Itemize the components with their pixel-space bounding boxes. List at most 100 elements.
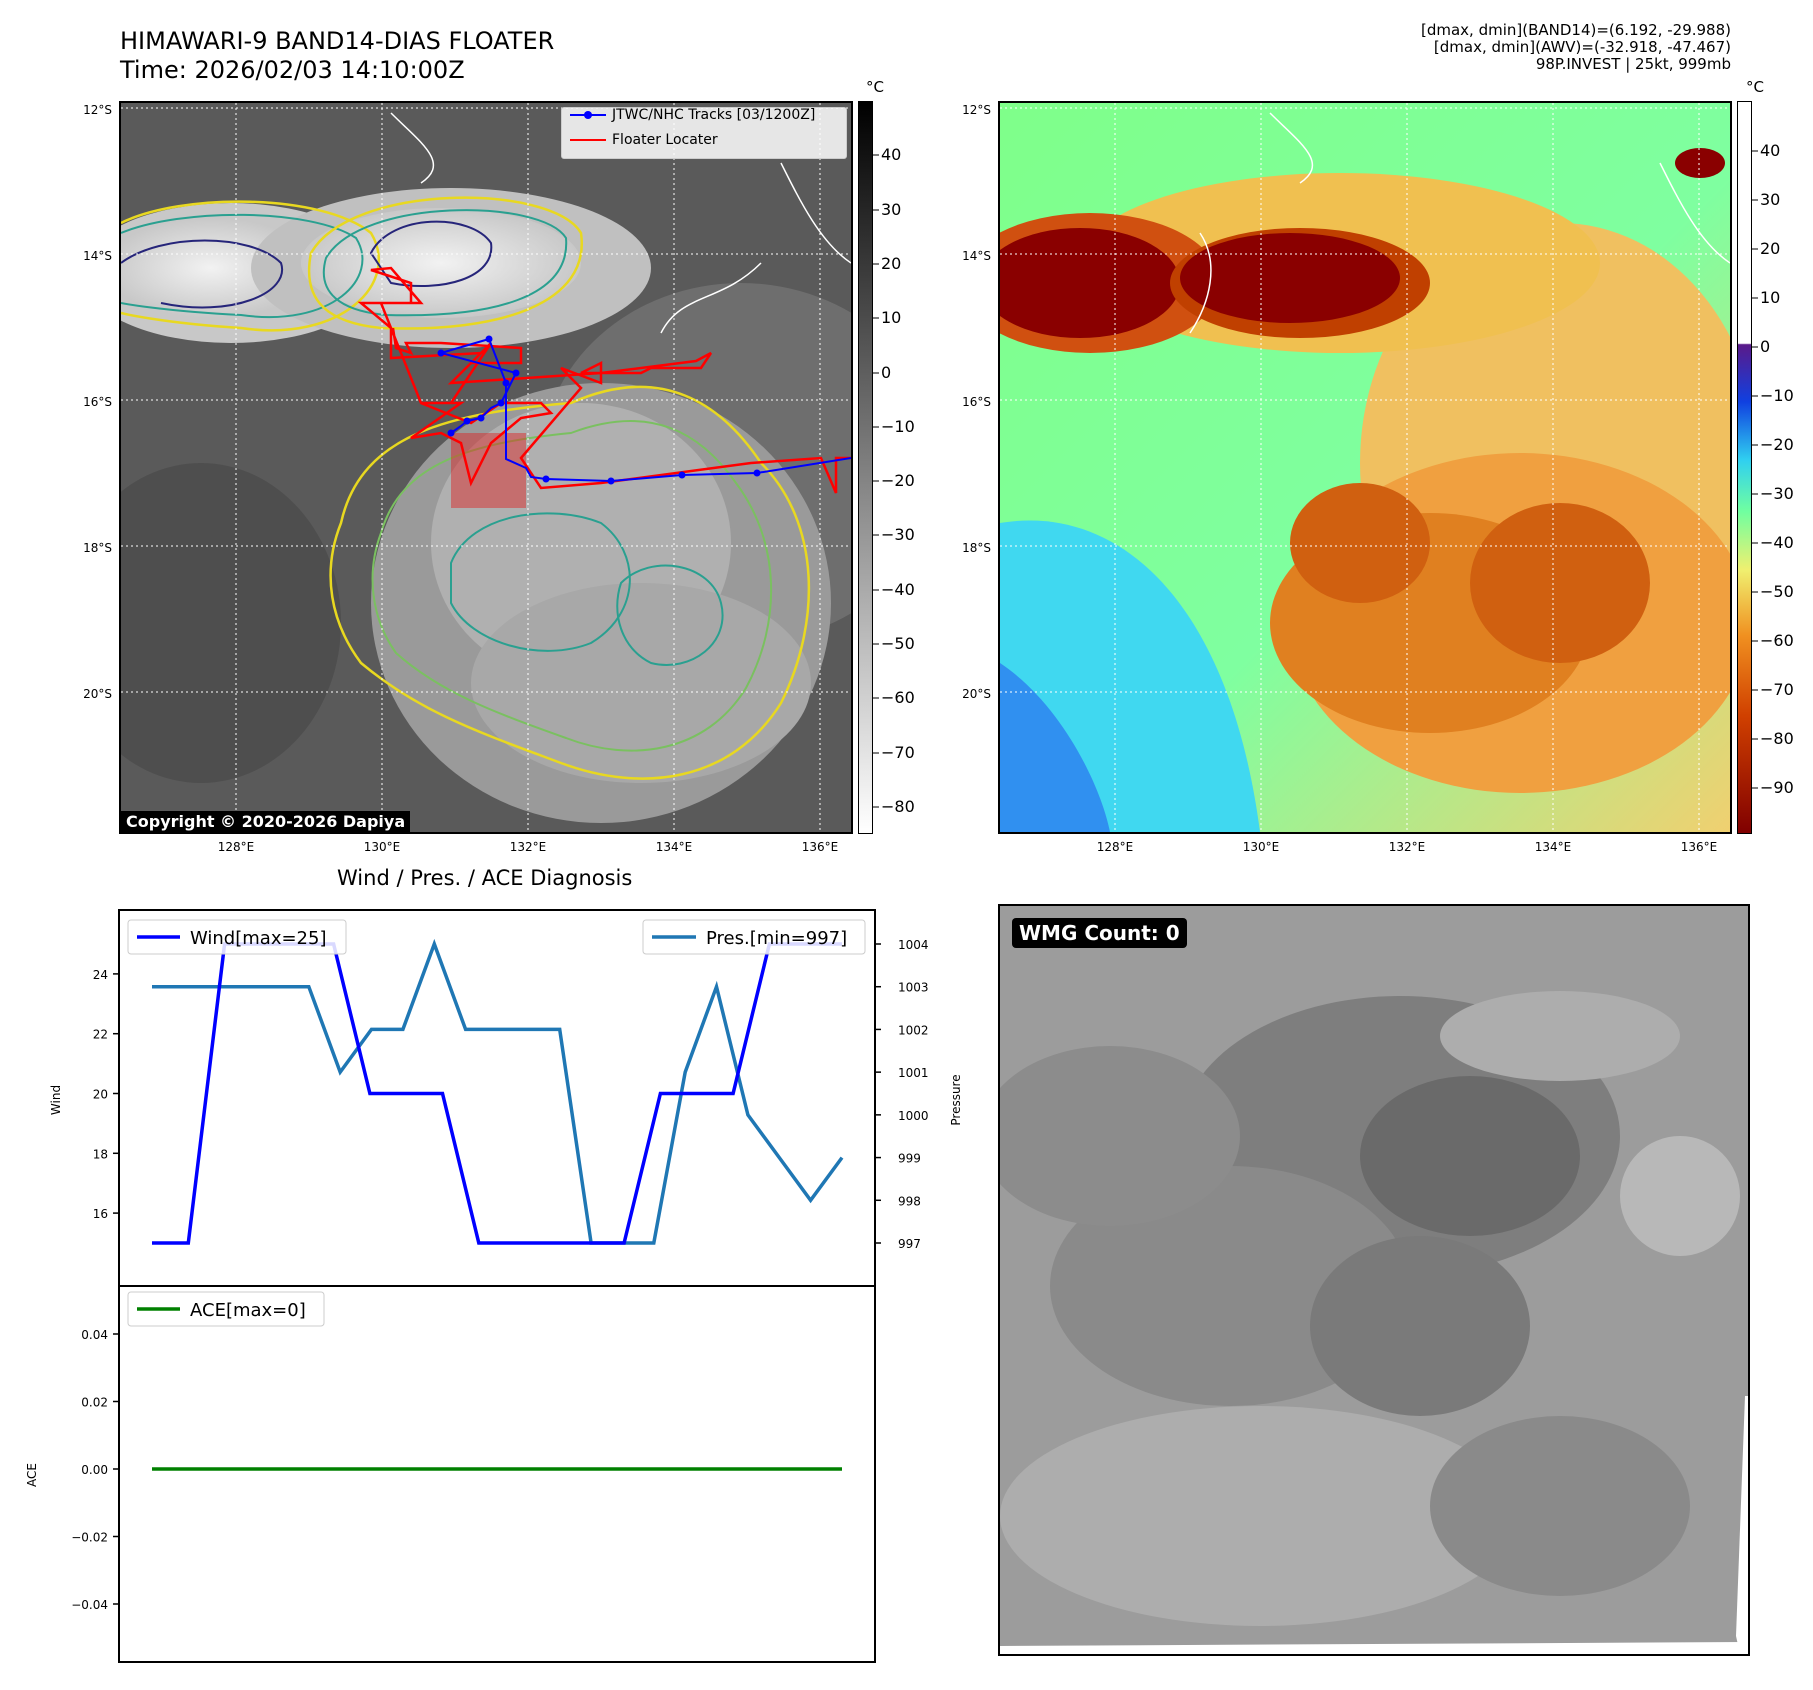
wmg-count-label: WMG Count: 0 xyxy=(1012,918,1187,948)
awv-lat-tick: 20°S xyxy=(962,687,991,701)
ir-lon-tick: 134°E xyxy=(656,840,693,854)
awv-lat-tick: 18°S xyxy=(962,541,991,555)
pressure-legend: Pres.[min=997] xyxy=(642,919,866,955)
awv-satellite-image xyxy=(1000,103,1730,832)
pressure-series-line xyxy=(152,938,844,1245)
awv-colorbar-unit: °C xyxy=(1746,78,1764,96)
awv-cbar-tick: 10 xyxy=(1760,288,1780,307)
ir-colorbar-ticks: 40 30 20 10 0 −10 −20 −30 −40 −50 −60 −7… xyxy=(873,145,915,816)
ir-cbar-tick: −80 xyxy=(881,797,915,816)
awv-cbar-tick: −40 xyxy=(1760,533,1794,552)
awv-lat-tick: 16°S xyxy=(962,395,991,409)
info-line-2: [dmax, dmin](AWV)=(-32.918, -47.467) xyxy=(1433,38,1731,56)
awv-colorbar-ticks: 40 30 20 10 0 −10 −20 −30 −40 −50 −60 −7… xyxy=(1752,141,1794,797)
awv-colorbar-tick-marks xyxy=(1752,150,1758,789)
awv-cbar-tick: −50 xyxy=(1760,582,1794,601)
wind-ytick-label: 24 xyxy=(93,968,108,982)
ir-cbar-tick: −50 xyxy=(881,634,915,653)
title-line-2: Time: 2026/02/03 14:10:00Z xyxy=(120,56,465,84)
ace-ytick-label: 0.02 xyxy=(81,1396,108,1410)
awv-lat-ticks: 12°S 14°S 16°S 18°S 20°S xyxy=(962,103,991,701)
awv-cbar-tick: −70 xyxy=(1760,680,1794,699)
pressure-ytick-label: 1003 xyxy=(898,981,929,995)
wmg-panel: WMG Count: 0 xyxy=(998,904,1750,1656)
awv-lat-tick: 14°S xyxy=(962,249,991,263)
info-line-3: 98P.INVEST | 25kt, 999mb xyxy=(1535,55,1731,73)
ace-ytick-label: 0.00 xyxy=(81,1463,108,1477)
ir-lon-tick: 128°E xyxy=(218,840,255,854)
storm-info: [dmax, dmin](BAND14)=(6.192, -29.988) [d… xyxy=(1421,22,1731,73)
ir-lon-tick: 136°E xyxy=(802,840,839,854)
ace-ytick-label: −0.04 xyxy=(71,1598,108,1612)
wind-ytick-label: 22 xyxy=(93,1028,108,1042)
ir-satellite-panel: JTWC/NHC Tracks [03/1200Z] Floater Locat… xyxy=(119,101,853,834)
wind-legend: Wind[max=25] xyxy=(127,919,347,955)
awv-lon-tick: 130°E xyxy=(1243,840,1280,854)
awv-cbar-tick: 20 xyxy=(1760,239,1780,258)
wind-pressure-axes xyxy=(118,909,876,1287)
copyright-label: Copyright © 2020-2026 Dapiya xyxy=(121,811,411,832)
ace-ytick-label: −0.02 xyxy=(71,1531,108,1545)
ir-legend: JTWC/NHC Tracks [03/1200Z] Floater Locat… xyxy=(561,107,847,159)
ir-cbar-tick: −20 xyxy=(881,471,915,490)
pressure-ytick-label: 1002 xyxy=(898,1023,929,1037)
figure-title: HIMAWARI-9 BAND14-DIAS FLOATER Time: 202… xyxy=(120,27,554,85)
ir-lat-ticks: 12°S 14°S 16°S 18°S 20°S xyxy=(83,103,112,701)
legend-label-jtwc: JTWC/NHC Tracks [03/1200Z] xyxy=(612,107,816,123)
wind-legend-label: Wind[max=25] xyxy=(190,928,327,949)
floater-locater-track xyxy=(357,266,851,494)
pressure-legend-label: Pres.[min=997] xyxy=(706,928,847,949)
awv-cbar-tick: 40 xyxy=(1760,141,1780,160)
awv-cbar-tick: −20 xyxy=(1760,435,1794,454)
ace-ytick-label: 0.04 xyxy=(81,1328,108,1342)
awv-cbar-tick: −90 xyxy=(1760,778,1794,797)
ir-lon-ticks: 128°E 130°E 132°E 134°E 136°E xyxy=(218,840,839,854)
awv-colorbar xyxy=(1737,101,1752,834)
ir-lat-tick: 20°S xyxy=(83,687,112,701)
ir-cbar-tick: −40 xyxy=(881,580,915,599)
awv-cbar-tick: −60 xyxy=(1760,631,1794,650)
diagnosis-chart: 16 18 20 22 24 997 998 999 1000 1001 1002 1003 1004… xyxy=(25,909,963,1663)
ir-lat-tick: 18°S xyxy=(83,541,112,555)
awv-cbar-tick: 30 xyxy=(1760,190,1780,209)
ir-cbar-tick: 20 xyxy=(881,254,901,273)
ir-cbar-tick: 30 xyxy=(881,200,901,219)
wind-ytick-label: 20 xyxy=(93,1088,108,1102)
ir-cbar-tick: 40 xyxy=(881,145,901,164)
awv-lon-tick: 136°E xyxy=(1681,840,1718,854)
awv-lon-tick: 132°E xyxy=(1389,840,1426,854)
ir-satellite-image xyxy=(121,103,851,832)
ir-lat-tick: 16°S xyxy=(83,395,112,409)
awv-cbar-tick: 0 xyxy=(1760,337,1770,356)
awv-lon-tick: 128°E xyxy=(1097,840,1134,854)
awv-lat-tick: 12°S xyxy=(962,103,991,117)
ir-cbar-tick: −60 xyxy=(881,688,915,707)
ir-cbar-tick: −70 xyxy=(881,743,915,762)
ir-lon-tick: 130°E xyxy=(364,840,401,854)
info-line-1: [dmax, dmin](BAND14)=(6.192, -29.988) xyxy=(1420,21,1731,39)
ir-lat-tick: 14°S xyxy=(83,249,112,263)
ir-colorbar xyxy=(858,101,873,834)
ir-lat-tick: 12°S xyxy=(83,103,112,117)
pressure-ytick-label: 998 xyxy=(898,1194,921,1208)
ace-ylabel: ACE xyxy=(25,1463,39,1487)
awv-cbar-tick: −80 xyxy=(1760,729,1794,748)
diagnosis-title: Wind / Pres. / ACE Diagnosis xyxy=(337,866,633,890)
ir-cbar-tick: 0 xyxy=(881,363,891,382)
pressure-ytick-label: 997 xyxy=(898,1237,921,1251)
jtwc-track-points xyxy=(437,335,761,485)
ir-cbar-tick: −30 xyxy=(881,525,915,544)
ace-legend-label: ACE[max=0] xyxy=(190,1300,306,1321)
legend-label-floater: Floater Locater xyxy=(612,132,718,148)
wind-ylabel: Wind xyxy=(49,1085,63,1115)
ir-colorbar-unit: °C xyxy=(866,78,884,96)
legend-marker-jtwc xyxy=(584,111,592,119)
legend-swatch-floater xyxy=(570,139,606,141)
wind-ytick-label: 16 xyxy=(93,1207,108,1221)
awv-cbar-tick: −30 xyxy=(1760,484,1794,503)
pressure-ytick-label: 1004 xyxy=(898,938,929,952)
pressure-ytick-label: 1001 xyxy=(898,1066,929,1080)
pressure-ytick-label: 999 xyxy=(898,1152,921,1166)
awv-lon-tick: 134°E xyxy=(1535,840,1572,854)
awv-satellite-panel xyxy=(998,101,1732,834)
